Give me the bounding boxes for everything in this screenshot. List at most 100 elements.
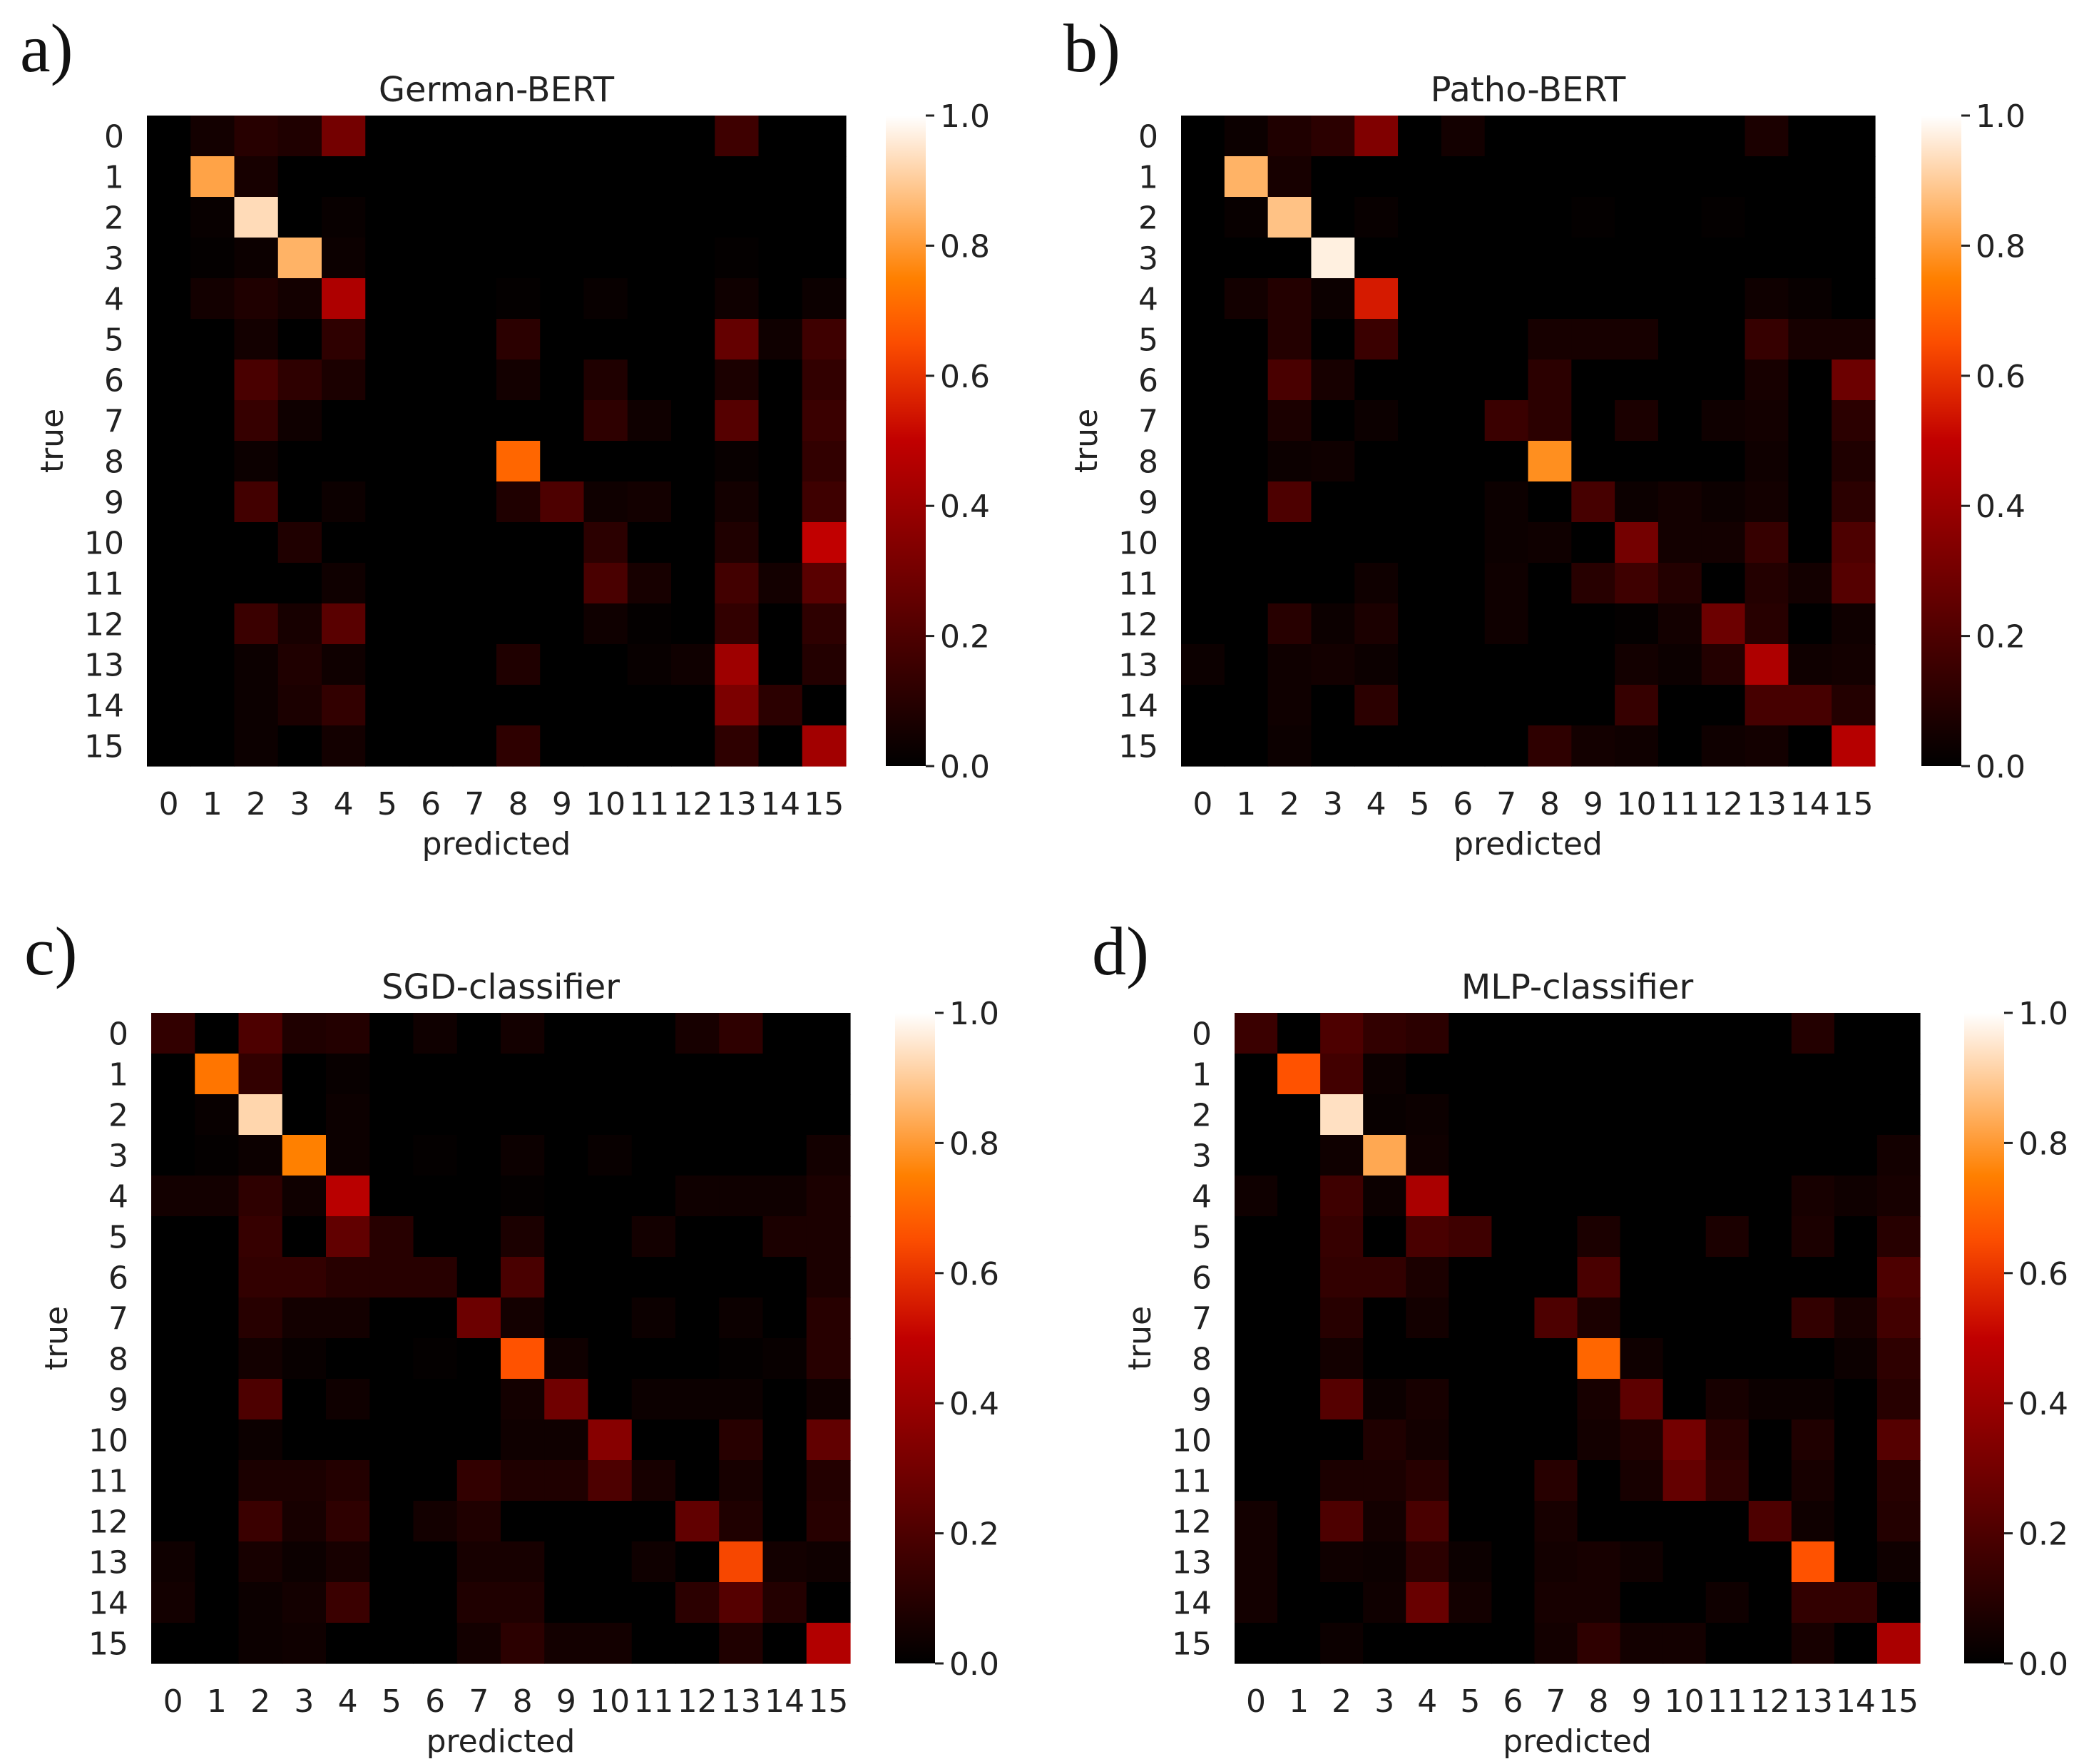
heatmap-cell [1662, 1257, 1707, 1298]
colorbar-tick-label: 0.2 [949, 1516, 999, 1553]
heatmap-cell [147, 238, 191, 279]
heatmap-cell [238, 1379, 283, 1420]
heatmap-cell [540, 238, 585, 279]
heatmap-cell [544, 1297, 589, 1339]
heatmap-cell [627, 238, 672, 279]
heatmap-cell [1876, 1297, 1921, 1339]
heatmap-cell [544, 1419, 589, 1461]
heatmap-cell [195, 1623, 240, 1664]
heatmap-cell [1876, 1094, 1921, 1136]
heatmap-cell [1748, 1419, 1792, 1461]
heatmap-cell [1441, 481, 1486, 523]
heatmap-cell [1571, 278, 1615, 320]
heatmap-cell [501, 1541, 545, 1583]
heatmap-cell [715, 238, 760, 279]
heatmap-cell [322, 319, 366, 360]
heatmap-cell [671, 481, 715, 523]
heatmap-cell [1834, 1460, 1878, 1502]
heatmap-cell [1406, 1257, 1449, 1298]
heatmap-cell [1398, 481, 1442, 523]
heatmap-cell [282, 1501, 327, 1542]
heatmap-cell [234, 603, 279, 645]
heatmap-cell [544, 1013, 589, 1054]
heatmap-cell [588, 1297, 633, 1339]
heatmap-cell [365, 644, 410, 685]
heatmap-cell [277, 400, 322, 442]
heatmap-cell [1658, 481, 1702, 523]
heatmap-cell [588, 1338, 633, 1380]
x-tick-label: 9 [1632, 1683, 1652, 1720]
heatmap-cell [1528, 360, 1572, 401]
y-tick-label: 15 [88, 1626, 128, 1663]
heatmap-cell [322, 360, 366, 401]
heatmap-cell [1788, 481, 1832, 523]
heatmap-cell [588, 1216, 633, 1258]
heatmap-cell [1224, 400, 1269, 442]
heatmap-cell [501, 1176, 545, 1217]
heatmap-cell [322, 481, 366, 523]
heatmap-cell [1181, 644, 1225, 685]
heatmap-cell [1834, 1541, 1878, 1583]
x-tick-label: 1 [1289, 1683, 1309, 1720]
heatmap-cell [1224, 116, 1269, 157]
heatmap-cell [1791, 1338, 1835, 1380]
heatmap-cell [1267, 522, 1312, 564]
y-tick-label: 0 [1138, 119, 1158, 156]
heatmap-cell [190, 563, 235, 604]
colorbar-tick-label: 0.4 [940, 489, 990, 525]
heatmap-cell [277, 563, 322, 604]
heatmap-cell [1311, 685, 1355, 726]
heatmap-cell [671, 238, 715, 279]
heatmap-cell [1658, 441, 1702, 482]
heatmap-cell [762, 1135, 807, 1176]
heatmap-cell [1876, 1216, 1921, 1258]
heatmap-cell [452, 400, 497, 442]
y-tick-label: 10 [1118, 526, 1158, 562]
heatmap-cell [322, 197, 366, 238]
heatmap-cell [322, 278, 366, 320]
heatmap-cell [1701, 725, 1746, 767]
heatmap-cell [1491, 1297, 1536, 1339]
heatmap-cell [501, 1623, 545, 1664]
x-tick-label: 3 [1374, 1683, 1394, 1720]
heatmap-cell [234, 400, 279, 442]
heatmap-cell [369, 1501, 414, 1542]
heatmap-cell [1181, 360, 1225, 401]
heatmap-cell [802, 522, 847, 564]
heatmap-cell [540, 603, 585, 645]
heatmap-cell [1267, 441, 1312, 482]
y-tick-label: 3 [1192, 1138, 1212, 1175]
heatmap-cell [238, 1257, 283, 1298]
heatmap-cell [1788, 725, 1832, 767]
heatmap-cell [413, 1623, 458, 1664]
heatmap-cell [190, 644, 235, 685]
heatmap-cell [452, 644, 497, 685]
heatmap-cell [671, 685, 715, 726]
heatmap-cell [1406, 1419, 1449, 1461]
heatmap-cell [365, 603, 410, 645]
heatmap-cell [147, 360, 191, 401]
heatmap-cell [147, 563, 191, 604]
heatmap-cell [1834, 1582, 1878, 1623]
heatmap-cell [1748, 1257, 1792, 1298]
heatmap-cell [1235, 1094, 1278, 1136]
heatmap-cell [1615, 725, 1659, 767]
colorbar-tick-label: 0.0 [949, 1646, 999, 1683]
heatmap-cell [413, 1176, 458, 1217]
heatmap-cell [151, 1541, 195, 1583]
heatmap-cell [675, 1541, 720, 1583]
heatmap-cell [190, 441, 235, 482]
heatmap-cell [806, 1582, 851, 1623]
heatmap-cell [1449, 1094, 1492, 1136]
heatmap-cell [1876, 1135, 1921, 1176]
heatmap-cell [195, 1135, 240, 1176]
heatmap-cell [715, 278, 760, 320]
heatmap-cell [1406, 1338, 1449, 1380]
heatmap-cell [501, 1257, 545, 1298]
heatmap-cell [1662, 1054, 1707, 1095]
heatmap-cell [501, 1216, 545, 1258]
heatmap-cell [1491, 1094, 1536, 1136]
heatmap-cell [1791, 1623, 1835, 1664]
heatmap-cell [1658, 238, 1702, 279]
heatmap-cell [190, 360, 235, 401]
